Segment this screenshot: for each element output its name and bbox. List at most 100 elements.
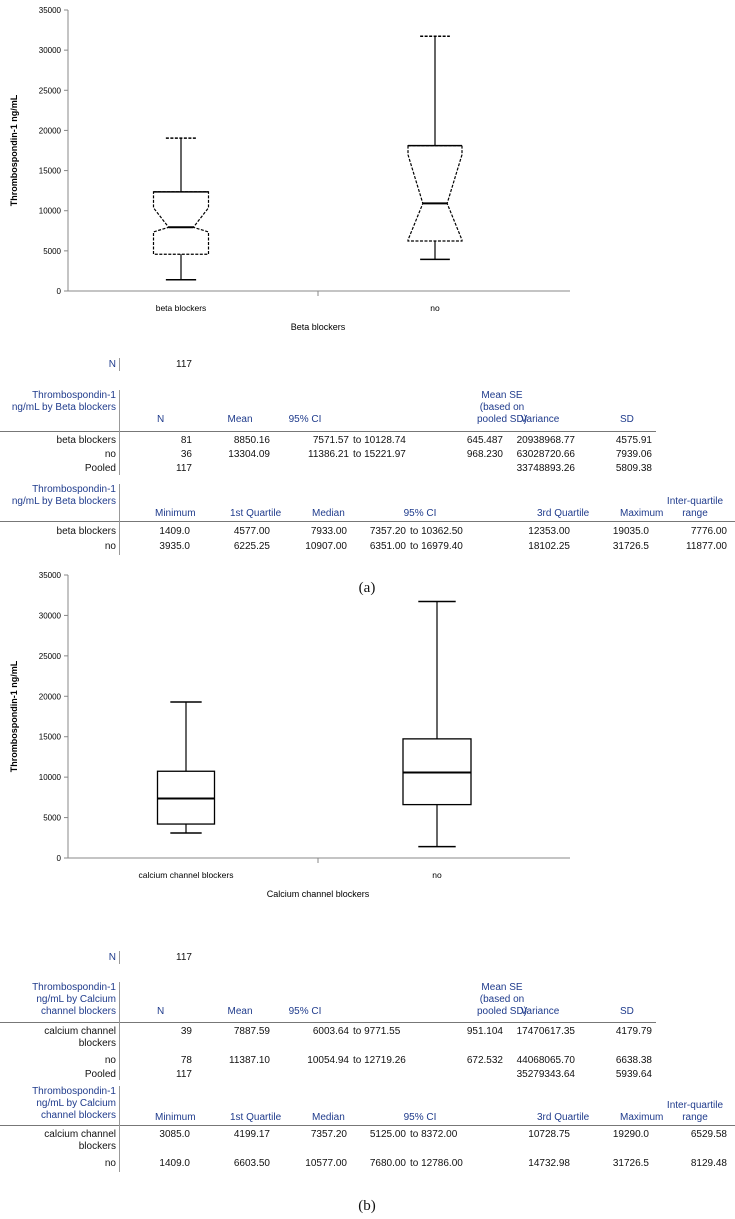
- box-0: [152, 137, 210, 281]
- table-cell: 12353.00: [528, 526, 570, 537]
- figure-caption: (a): [358, 580, 376, 596]
- label-divider: [119, 358, 120, 371]
- table-header: 1st Quartile: [230, 1112, 282, 1123]
- table-cell: 31726.5: [612, 1158, 649, 1169]
- y-tick-label: 25000: [39, 652, 62, 661]
- table-cell: 11387.10: [229, 1055, 270, 1066]
- table-header: Mean: [227, 414, 253, 425]
- table-cell: 6003.64: [312, 1026, 349, 1037]
- y-axis-label: Thrombospondin-1 ng/mL: [9, 660, 19, 772]
- table-cell: to 12786.00: [410, 1158, 463, 1169]
- table-cell: 3935.0: [159, 541, 190, 552]
- table-cell: 18102.25: [528, 541, 570, 552]
- table-cell: 33748893.26: [516, 463, 575, 474]
- row-label: no: [104, 1158, 116, 1169]
- category-label: no: [430, 303, 440, 313]
- table-header: 95% CI: [403, 508, 437, 519]
- table-cell: 7680.00: [369, 1158, 406, 1169]
- y-tick-label: 30000: [39, 46, 62, 55]
- table-cell: 7357.20: [310, 1129, 347, 1140]
- y-tick-label: 25000: [39, 86, 62, 95]
- y-tick-label: 5000: [43, 814, 61, 823]
- y-tick-label: 20000: [39, 126, 62, 135]
- table-header: Variance: [520, 1006, 560, 1017]
- row-label: calcium channel blockers: [44, 1129, 116, 1152]
- table-cell: 8129.48: [690, 1158, 727, 1169]
- table-header: Median: [312, 1112, 345, 1123]
- header-rule: [0, 431, 656, 432]
- y-tick-label: 20000: [39, 692, 62, 701]
- x-axis-label: Calcium channel blockers: [267, 889, 370, 899]
- table-header: Minimum: [155, 508, 196, 519]
- table-cell: 645.487: [466, 435, 503, 446]
- table-header-label: Thrombospondin-1 ng/mL by Calcium channe…: [32, 982, 116, 1017]
- table-cell: 6225.25: [233, 541, 270, 552]
- table-header: Inter-quartile range: [666, 1100, 724, 1123]
- y-axis-label: Thrombospondin-1 ng/mL: [9, 94, 19, 206]
- table-cell: 20938968.77: [516, 435, 575, 446]
- table-cell: 81: [180, 435, 192, 446]
- table-cell: 7887.59: [233, 1026, 270, 1037]
- y-tick-label: 5000: [43, 247, 61, 256]
- category-label: beta blockers: [156, 303, 207, 313]
- y-tick-label: 35000: [39, 6, 62, 15]
- table-header: Inter-quartile range: [666, 496, 724, 519]
- table-cell: 63028720.66: [516, 449, 575, 460]
- y-tick-label: 15000: [39, 167, 62, 176]
- n-label: N: [108, 359, 116, 370]
- table-cell: 5125.00: [369, 1129, 406, 1140]
- table-cell: 1409.0: [159, 526, 190, 537]
- table-cell: 6529.58: [690, 1129, 727, 1140]
- category-label: no: [432, 870, 442, 880]
- row-label: Pooled: [84, 463, 116, 474]
- y-tick-label: 35000: [39, 571, 62, 580]
- header-rule: [0, 521, 735, 522]
- row-label: no: [104, 1055, 116, 1066]
- boxplot-a: 0 5000 10000 15000 20000 25000 30000 35000 Throm…: [9, 6, 570, 332]
- table-cell: 7571.57: [312, 435, 349, 446]
- y-tick-label: 30000: [39, 611, 62, 620]
- table-header: 95% CI: [288, 414, 322, 425]
- table-header: Mean: [227, 1006, 253, 1017]
- table-cell: to 9771.55: [353, 1026, 401, 1037]
- table-header: N: [157, 1006, 165, 1017]
- table-cell: 5939.64: [615, 1069, 652, 1080]
- table-cell: 7357.20: [369, 526, 406, 537]
- notched-box: [407, 145, 463, 242]
- table-cell: 4199.17: [233, 1129, 270, 1140]
- table-cell: 35279343.64: [516, 1069, 575, 1080]
- table-cell: 36: [180, 449, 192, 460]
- table-cell: 7939.06: [615, 449, 652, 460]
- table-header: N: [157, 414, 165, 425]
- header-rule: [0, 1022, 656, 1023]
- table-cell: 10577.00: [305, 1158, 347, 1169]
- table-cell: 968.230: [466, 449, 503, 460]
- table-cell: 19035.0: [612, 526, 649, 537]
- table-cell: 3085.0: [159, 1129, 190, 1140]
- row-label: Pooled: [84, 1069, 116, 1080]
- table-cell: 44068065.70: [516, 1055, 575, 1066]
- table-cell: 951.104: [466, 1026, 503, 1037]
- row-label: beta blockers: [56, 435, 116, 446]
- table-header-label: Thrombospondin-1 ng/mL by Beta blockers: [11, 484, 116, 507]
- table-cell: 11386.21: [308, 449, 349, 460]
- y-tick-label: 10000: [39, 207, 62, 216]
- table-cell: 31726.5: [612, 541, 649, 552]
- table-cell: 6351.00: [369, 541, 406, 552]
- row-label: calcium channel blockers: [44, 1026, 116, 1049]
- n-value: 117: [176, 952, 192, 963]
- table-cell: 10728.75: [528, 1129, 570, 1140]
- table-cell: 4575.91: [615, 435, 652, 446]
- label-divider: [119, 390, 120, 475]
- y-tick-label: 0: [57, 854, 62, 863]
- table-header: Mean SE (based on pooled SD): [476, 390, 528, 425]
- table-cell: 4577.00: [233, 526, 270, 537]
- notched-box: [152, 191, 210, 255]
- box-1: [402, 600, 472, 848]
- n-label: N: [108, 952, 116, 963]
- table-header-label: Thrombospondin-1 ng/mL by Beta blockers: [11, 390, 116, 413]
- table-cell: 1409.0: [159, 1158, 190, 1169]
- table-header: 95% CI: [403, 1112, 437, 1123]
- table-cell: 17470617.35: [516, 1026, 575, 1037]
